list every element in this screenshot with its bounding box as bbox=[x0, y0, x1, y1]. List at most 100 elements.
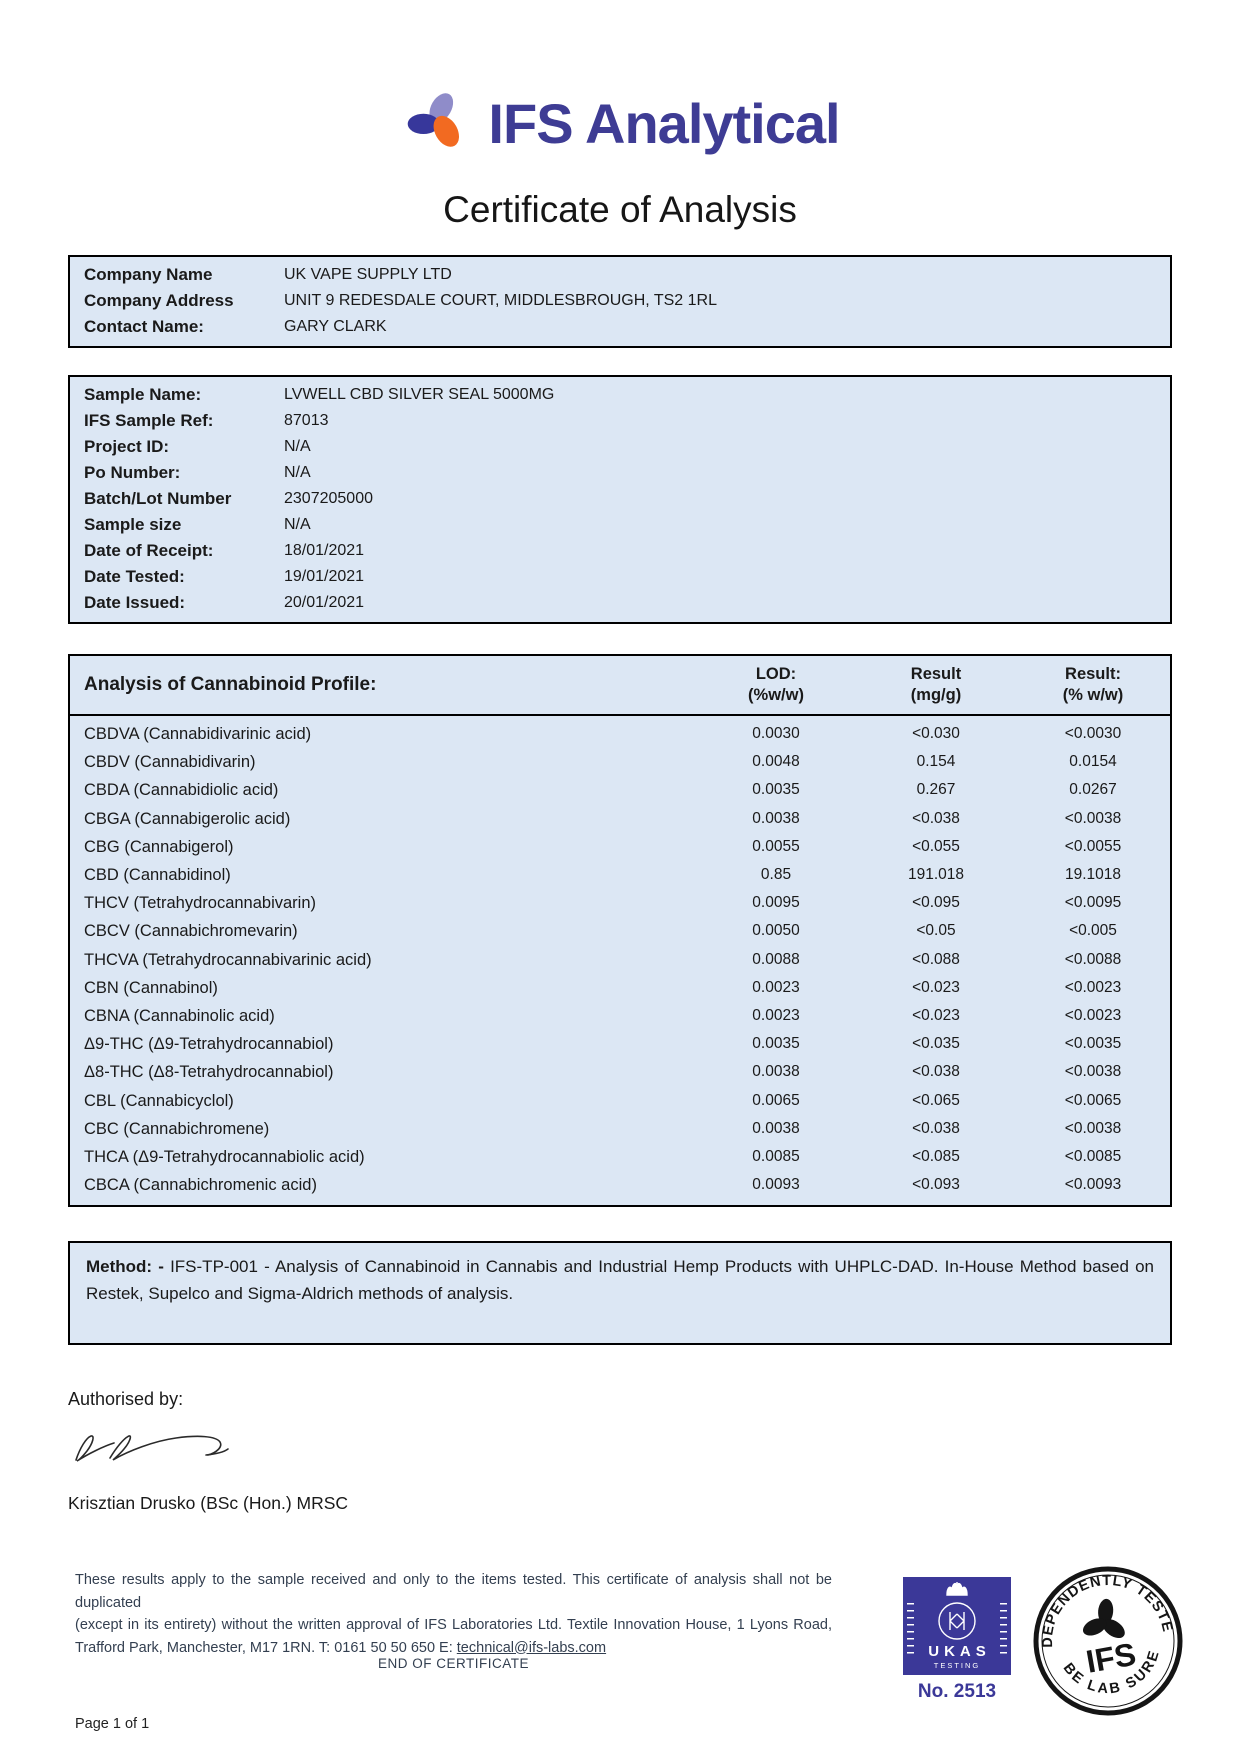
company-address-label: Company Address bbox=[84, 291, 234, 310]
col-pct-line1: Result: bbox=[1065, 665, 1121, 683]
lod-value: 0.0050 bbox=[752, 922, 800, 940]
table-row: Batch/Lot Number 2307205000 bbox=[70, 486, 1170, 512]
column-header-lod: LOD: (%w/w) bbox=[696, 664, 856, 706]
date-receipt-value: 18/01/2021 bbox=[284, 542, 365, 559]
analyte-name: THCVA (Tetrahydrocannabivarinic acid) bbox=[84, 950, 372, 969]
result-mg-value: 0.267 bbox=[916, 781, 956, 799]
result-mg-value: 191.018 bbox=[907, 866, 965, 884]
certificate-content: IFS Analytical Certificate of Analysis C… bbox=[68, 84, 1172, 1514]
method-label: Method: - bbox=[86, 1257, 164, 1277]
lod-value: 0.0038 bbox=[752, 1119, 800, 1137]
table-row: CBDVA (Cannabidivarinic acid) 0.0030 <0.03… bbox=[70, 720, 1170, 748]
table-row: Δ8-THC (Δ8-Tetrahydrocannabiol) 0.0038 <0.… bbox=[70, 1058, 1170, 1086]
table-row: CBNA (Cannabinolic acid) 0.0023 <0.023 <0.0… bbox=[70, 1002, 1170, 1030]
cannabinoid-analysis-table: Analysis of Cannabinoid Profile: LOD: (%… bbox=[68, 654, 1172, 1208]
result-mg-value: <0.05 bbox=[916, 922, 956, 940]
result-pct-value: <0.0023 bbox=[1064, 1007, 1122, 1025]
company-address-value: UNIT 9 REDESDALE COURT, MIDDLESBROUGH, T… bbox=[284, 292, 717, 309]
result-mg-value: <0.030 bbox=[912, 725, 960, 742]
po-number-label: Po Number: bbox=[84, 463, 181, 482]
disclaimer-line: These results apply to the sample receiv… bbox=[75, 1572, 832, 1611]
lod-value: 0.0035 bbox=[752, 1035, 800, 1053]
batch-lot-label: Batch/Lot Number bbox=[84, 489, 232, 508]
lod-value: 0.0038 bbox=[752, 809, 800, 827]
table-row: Sample size N/A bbox=[70, 512, 1170, 538]
authorised-by-label: Authorised by: bbox=[68, 1389, 184, 1410]
analyte-name: CBG (Cannabigerol) bbox=[84, 837, 234, 856]
method-text: IFS-TP-001 - Analysis of Cannabinoid in … bbox=[86, 1257, 1154, 1304]
date-tested-label: Date Tested: bbox=[84, 567, 185, 586]
lod-value: 0.0048 bbox=[752, 753, 800, 771]
date-issued-label: Date Issued: bbox=[84, 593, 186, 612]
analyte-name: CBNA (Cannabinolic acid) bbox=[84, 1007, 275, 1026]
result-pct-value: <0.005 bbox=[1069, 922, 1117, 940]
sample-ref-label: IFS Sample Ref: bbox=[84, 411, 214, 430]
result-mg-value: <0.065 bbox=[912, 1091, 960, 1109]
analyte-name: CBDV (Cannabidivarin) bbox=[84, 753, 256, 772]
result-mg-value: <0.035 bbox=[912, 1035, 960, 1053]
result-pct-value: <0.0085 bbox=[1064, 1148, 1122, 1166]
lod-value: 0.0035 bbox=[752, 781, 800, 799]
result-pct-value: <0.0035 bbox=[1064, 1035, 1122, 1053]
contact-name-label: Contact Name: bbox=[84, 317, 204, 336]
result-mg-value: <0.038 bbox=[912, 809, 960, 827]
lod-value: 0.0095 bbox=[752, 894, 800, 912]
sample-ref-value: 87013 bbox=[284, 412, 329, 429]
lod-value: 0.0088 bbox=[752, 950, 800, 968]
disclaimer-line: Trafford Park, Manchester, M17 1RN. T: 0… bbox=[75, 1637, 832, 1660]
result-mg-value: 0.154 bbox=[916, 753, 956, 771]
result-pct-value: <0.0065 bbox=[1064, 1091, 1122, 1109]
end-of-certificate: END OF CERTIFICATE bbox=[377, 1656, 529, 1671]
analyte-name: THCV (Tetrahydrocannabivarin) bbox=[84, 894, 317, 913]
table-row: CBDV (Cannabidivarin) 0.0048 0.154 0.0154 bbox=[70, 748, 1170, 776]
table-row: Date Issued: 20/01/2021 bbox=[70, 590, 1170, 616]
table-row: THCA (Δ9-Tetrahydrocannabiolic acid) 0.00… bbox=[70, 1143, 1170, 1171]
ukas-logo-icon: UKAS TESTING bbox=[903, 1577, 1011, 1675]
result-mg-value: <0.095 bbox=[912, 894, 960, 912]
analyte-name: CBGA (Cannabigerolic acid) bbox=[84, 809, 291, 828]
analyte-name: CBN (Cannabinol) bbox=[84, 978, 218, 997]
result-pct-value: <0.0030 bbox=[1064, 725, 1122, 742]
table-row: Δ9-THC (Δ9-Tetrahydrocannabiol) 0.0035 <0.… bbox=[70, 1030, 1170, 1058]
project-id-label: Project ID: bbox=[84, 437, 170, 456]
date-receipt-label: Date of Receipt: bbox=[84, 541, 214, 560]
analyte-name: CBC (Cannabichromene) bbox=[84, 1119, 270, 1138]
disclaimer-line: (except in its entirety) without the wri… bbox=[75, 1617, 832, 1633]
col-mg-line1: Result bbox=[910, 665, 962, 683]
result-pct-value: <0.0095 bbox=[1064, 894, 1122, 912]
company-name-value: UK VAPE SUPPLY LTD bbox=[284, 266, 452, 283]
analyte-name: CBDVA (Cannabidivarinic acid) bbox=[84, 725, 312, 743]
column-header-result-pct: Result: (% w/w) bbox=[1016, 664, 1170, 706]
result-pct-value: <0.0038 bbox=[1064, 1119, 1122, 1137]
result-pct-value: <0.0038 bbox=[1064, 1063, 1122, 1081]
ukas-scale-ticks-left bbox=[907, 1603, 914, 1655]
page-number: Page 1 of 1 bbox=[75, 1716, 150, 1732]
result-pct-value: 19.1018 bbox=[1064, 866, 1122, 884]
sample-name-label: Sample Name: bbox=[84, 385, 202, 404]
result-pct-value: <0.0088 bbox=[1064, 950, 1122, 968]
result-mg-value: <0.093 bbox=[912, 1176, 960, 1194]
table-row: CBD (Cannabidinol) 0.85 191.018 19.1018 bbox=[70, 861, 1170, 889]
lod-value: 0.0085 bbox=[752, 1148, 800, 1166]
analyte-name: CBCA (Cannabichromenic acid) bbox=[84, 1176, 317, 1195]
project-id-value: N/A bbox=[284, 438, 311, 455]
result-mg-value: <0.055 bbox=[912, 837, 960, 855]
result-mg-value: <0.085 bbox=[912, 1148, 960, 1166]
col-mg-line2: (mg/g) bbox=[910, 686, 962, 704]
email-link[interactable]: technical@ifs-labs.com bbox=[456, 1639, 607, 1656]
lod-value: 0.0038 bbox=[752, 1063, 800, 1081]
sample-size-label: Sample size bbox=[84, 515, 182, 534]
result-mg-value: <0.023 bbox=[912, 1007, 960, 1025]
company-name-label: Company Name bbox=[84, 265, 213, 284]
authoriser-name: Krisztian Drusko (BSc (Hon.) MRSC bbox=[68, 1493, 349, 1514]
lod-value: 0.0093 bbox=[752, 1176, 800, 1194]
method-box: Method: - IFS-TP-001 - Analysis of Canna… bbox=[68, 1241, 1172, 1346]
analyte-name: CBCV (Cannabichromevarin) bbox=[84, 922, 298, 941]
table-row: Company Address UNIT 9 REDESDALE COURT, … bbox=[70, 288, 1170, 314]
ifs-trefoil-logo-icon bbox=[400, 84, 474, 163]
result-mg-value: <0.023 bbox=[912, 978, 960, 996]
ukas-crown-and-circle-icon bbox=[938, 1582, 976, 1640]
document-title: Certificate of Analysis bbox=[443, 189, 797, 230]
lod-value: 0.0065 bbox=[752, 1091, 800, 1109]
